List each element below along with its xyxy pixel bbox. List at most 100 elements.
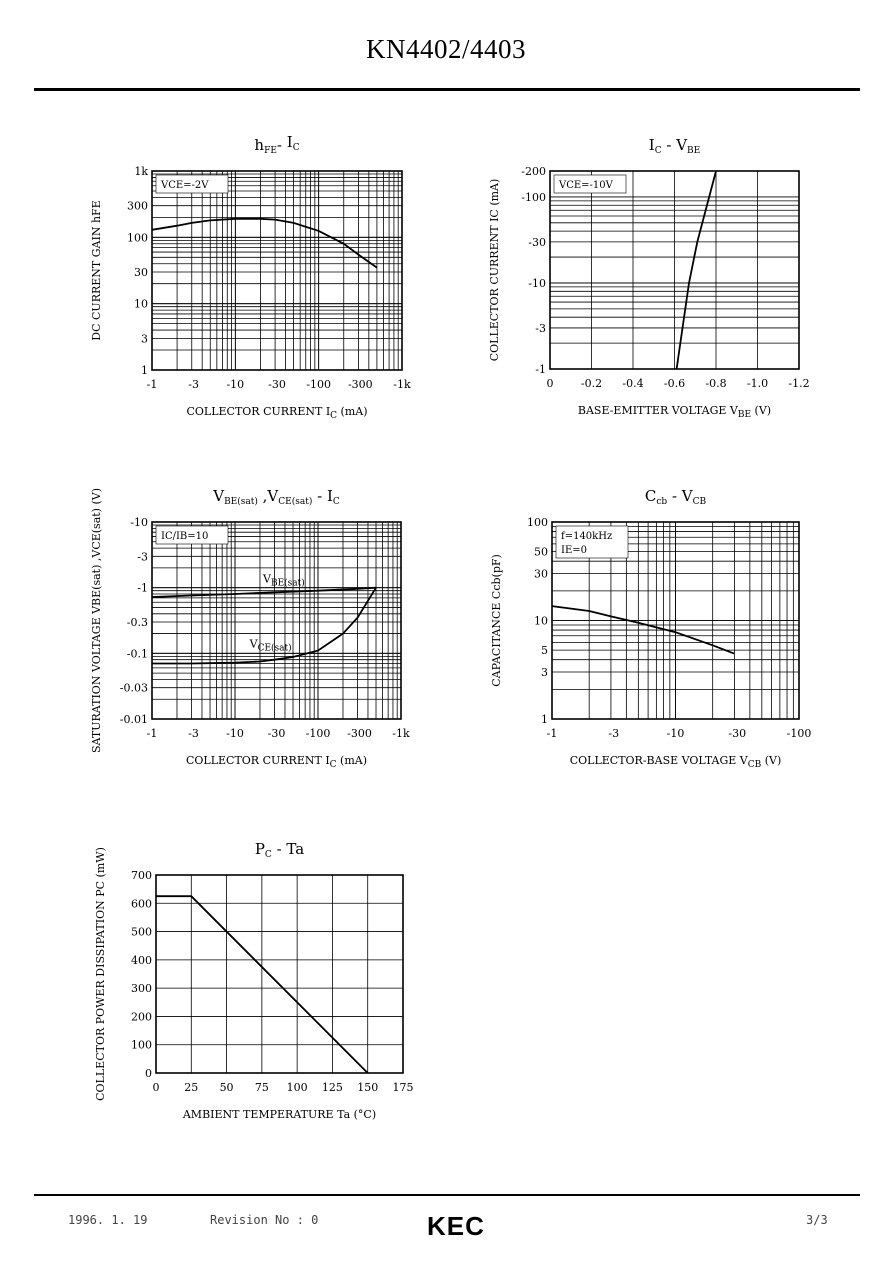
y-tick-label: -0.1 [127,647,148,660]
y-tick-label: 100 [127,231,148,244]
chart-title-part: C [265,850,272,860]
chart-title-part: C [333,497,340,507]
chart-title-part: - [277,136,287,154]
y-tick-label: 100 [131,1039,152,1052]
x-tick-label: 75 [255,1081,269,1094]
x-tick-label: -3 [188,378,199,391]
chart-title-part: - V [662,136,689,154]
chart-title-part: P [255,840,265,858]
kec-logo: KEC [427,1211,485,1241]
annotation-text: f=140kHz [561,531,612,542]
chart-title-part: BE [687,146,700,156]
x-axis-label: AMBIENT TEMPERATURE Ta (°C) [182,1108,376,1121]
x-tick-label: -0.8 [705,377,726,390]
plot-frame [151,521,402,720]
y-tick-label: 0 [145,1067,152,1080]
series-label-part: CE(sat) [258,642,292,653]
x-tick-label: -1 [147,378,158,391]
series-line-0 [156,895,369,1074]
x-tick-label: -1 [147,727,158,740]
y-tick-label: 1k [134,165,148,178]
x-tick-label: -300 [348,378,373,391]
chart-title-part: C [655,146,662,156]
series-label-part: BE(sat) [271,577,305,588]
footer-date: 1996. 1. 19 [68,1213,148,1227]
series-line-0 [151,586,377,598]
annotation-text: VCE=-10V [558,180,614,191]
y-tick-label: 1 [141,364,148,377]
series-line-0 [151,217,378,269]
x-tick-label: -3 [608,727,619,740]
y-tick-label: 30 [134,266,148,279]
plot-frame [155,874,404,1074]
x-axis-label: COLLECTOR CURRENT IC (mA) [186,754,367,770]
plot-frame [549,170,800,370]
x-axis-label: COLLECTOR-BASE VOLTAGE VCB (V) [570,754,782,770]
x-tick-label: -100 [787,727,812,740]
x-axis-label-part: (mA) [337,405,367,418]
chart-title-part: BE(sat) [224,496,258,507]
x-axis-label-part: COLLECTOR CURRENT I [186,754,330,767]
y-tick-label: -200 [521,165,546,178]
x-axis-label-part: AMBIENT TEMPERATURE Ta (°C) [182,1108,376,1121]
y-tick-label: 5 [541,644,548,657]
series-label: VBE(sat) [262,572,305,588]
y-tick-label: -30 [528,236,546,249]
chart-title: IC - VBE [649,136,700,156]
x-tick-label: 0 [153,1081,160,1094]
y-tick-label: 10 [534,615,548,628]
x-tick-label: -300 [347,727,372,740]
series-line-1 [152,587,377,665]
y-tick-label: 600 [131,897,152,910]
y-tick-label: 300 [131,982,152,995]
page-title: KN4402/4403 [366,34,526,64]
x-axis-label-part: (V) [761,754,781,767]
x-tick-label: -10 [226,727,244,740]
x-axis-label-part: (V) [751,404,771,417]
series-label-part: V [262,572,272,585]
y-tick-label: -3 [535,322,546,335]
y-axis-label: COLLECTOR CURRENT IC (mA) [488,179,501,362]
x-tick-label: 100 [287,1081,308,1094]
x-axis-label-part: CB [748,760,762,770]
x-tick-label: -10 [667,727,685,740]
chart-title-part: - V [667,487,694,505]
x-tick-label: -1.0 [747,377,768,390]
y-tick-label: 3 [541,666,548,679]
x-axis-label: BASE-EMITTER VOLTAGE VBE (V) [578,404,771,420]
chart-title-part: C [293,143,300,153]
chart-title-part: C [645,487,656,505]
x-tick-label: 175 [393,1081,414,1094]
plot-frame [151,170,403,371]
plot-frame [551,521,800,720]
x-tick-label: -30 [728,727,746,740]
chart-title-part: FE [264,146,277,156]
y-tick-label: 100 [527,516,548,529]
footer-rule [34,1194,860,1196]
y-tick-label: 300 [127,200,148,213]
x-tick-label: 50 [220,1081,234,1094]
series-line-0 [551,605,735,655]
annotation-box [155,525,229,545]
x-axis-label-part: (mA) [337,754,367,767]
chart-title-part: I [287,133,293,151]
y-tick-label: -10 [130,516,148,529]
annotation-text: VCE=-2V [160,180,209,191]
annotation-box [553,174,627,194]
series-line-0 [675,170,717,370]
x-axis-label-part: BE [738,410,751,420]
x-tick-label: -1 [547,727,558,740]
y-tick-label: 1 [541,713,548,726]
x-axis-label-part: BASE-EMITTER VOLTAGE V [578,404,739,417]
y-tick-label: 10 [134,298,148,311]
y-axis-label: DC CURRENT GAIN hFE [90,200,103,340]
chart-title-part: h [254,136,264,154]
annotation-box [555,525,629,559]
y-tick-label: 200 [131,1010,152,1023]
